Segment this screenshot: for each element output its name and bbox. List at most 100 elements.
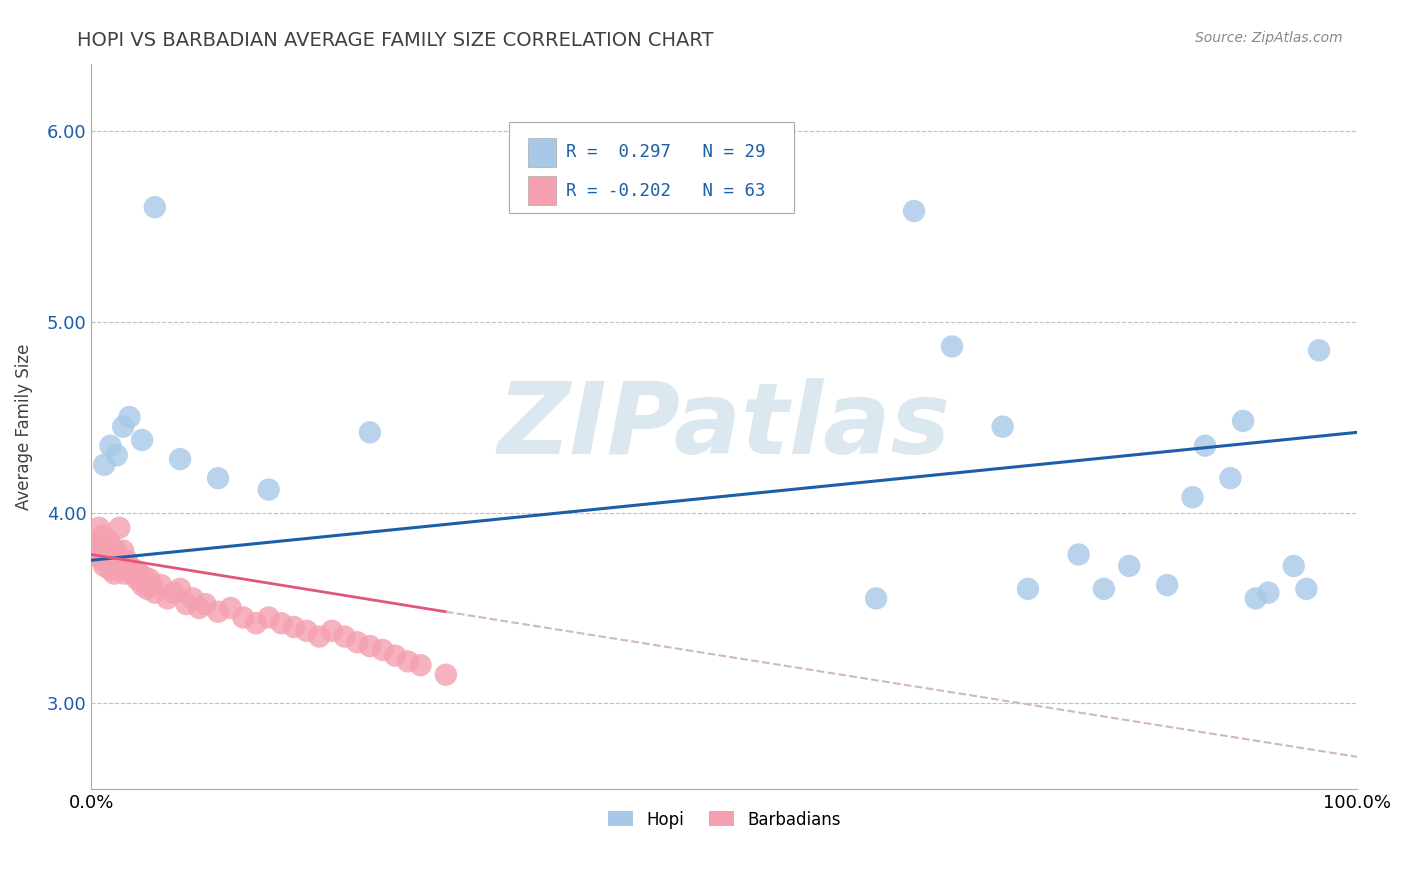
Point	[1181, 490, 1204, 504]
Point	[1092, 582, 1115, 596]
Point	[1067, 548, 1090, 562]
Point	[96, 548, 118, 562]
Point	[104, 543, 127, 558]
Point	[194, 597, 217, 611]
FancyBboxPatch shape	[509, 122, 794, 212]
Point	[346, 635, 368, 649]
Point	[87, 521, 110, 535]
Point	[89, 534, 111, 549]
Bar	[529, 138, 555, 167]
Point	[118, 558, 141, 573]
Point	[93, 458, 115, 472]
Point	[188, 601, 211, 615]
Point	[163, 585, 186, 599]
Point	[112, 566, 135, 581]
Point	[128, 566, 150, 581]
Point	[90, 553, 112, 567]
Point	[207, 605, 229, 619]
Text: R =  0.297   N = 29: R = 0.297 N = 29	[567, 144, 765, 161]
Point	[121, 566, 143, 581]
Point	[98, 534, 121, 549]
Point	[181, 591, 204, 606]
Point	[114, 558, 136, 573]
Point	[257, 483, 280, 497]
Point	[156, 591, 179, 606]
Point	[93, 558, 115, 573]
Point	[169, 452, 191, 467]
Point	[434, 667, 457, 681]
Point	[103, 566, 125, 581]
Point	[903, 204, 925, 219]
Point	[169, 582, 191, 596]
Point	[941, 339, 963, 353]
Point	[409, 658, 432, 673]
Bar	[529, 177, 555, 205]
Point	[108, 521, 131, 535]
Point	[97, 553, 120, 567]
Point	[100, 540, 122, 554]
Text: ZIPatlas: ZIPatlas	[498, 378, 950, 475]
Point	[118, 410, 141, 425]
Y-axis label: Average Family Size: Average Family Size	[15, 343, 32, 510]
Point	[207, 471, 229, 485]
Point	[105, 553, 128, 567]
Point	[308, 630, 330, 644]
Point	[384, 648, 406, 663]
Legend: Hopi, Barbadians: Hopi, Barbadians	[602, 804, 848, 835]
Point	[84, 540, 107, 554]
Point	[359, 425, 381, 440]
Point	[143, 200, 166, 214]
Point	[111, 551, 134, 566]
Point	[1194, 439, 1216, 453]
Point	[176, 597, 198, 611]
Point	[1017, 582, 1039, 596]
Point	[143, 585, 166, 599]
Point	[112, 543, 135, 558]
Point	[321, 624, 343, 638]
Point	[270, 616, 292, 631]
Point	[371, 643, 394, 657]
Point	[1118, 558, 1140, 573]
Point	[141, 578, 163, 592]
Point	[865, 591, 887, 606]
Point	[283, 620, 305, 634]
Point	[1282, 558, 1305, 573]
Point	[112, 419, 135, 434]
Point	[295, 624, 318, 638]
Point	[1308, 343, 1330, 358]
Point	[257, 610, 280, 624]
Point	[232, 610, 254, 624]
Point	[110, 558, 132, 573]
Point	[87, 548, 110, 562]
Point	[100, 563, 122, 577]
Point	[136, 582, 159, 596]
Point	[396, 654, 419, 668]
Point	[131, 578, 153, 592]
Point	[115, 553, 138, 567]
Point	[1156, 578, 1178, 592]
Point	[91, 528, 114, 542]
Point	[100, 439, 122, 453]
Point	[138, 572, 160, 586]
Point	[1244, 591, 1267, 606]
Point	[991, 419, 1014, 434]
Text: HOPI VS BARBADIAN AVERAGE FAMILY SIZE CORRELATION CHART: HOPI VS BARBADIAN AVERAGE FAMILY SIZE CO…	[77, 31, 714, 50]
Point	[107, 548, 129, 562]
Point	[1232, 414, 1254, 428]
Point	[117, 563, 139, 577]
Point	[1295, 582, 1317, 596]
Point	[105, 448, 128, 462]
Point	[359, 639, 381, 653]
Point	[245, 616, 267, 631]
Point	[125, 572, 148, 586]
Point	[131, 433, 153, 447]
Point	[134, 570, 156, 584]
Point	[101, 551, 124, 566]
Text: R = -0.202   N = 63: R = -0.202 N = 63	[567, 182, 765, 200]
Point	[333, 630, 356, 644]
Point	[150, 578, 173, 592]
Point	[219, 601, 242, 615]
Point	[124, 563, 146, 577]
Point	[94, 543, 117, 558]
Text: Source: ZipAtlas.com: Source: ZipAtlas.com	[1195, 31, 1343, 45]
